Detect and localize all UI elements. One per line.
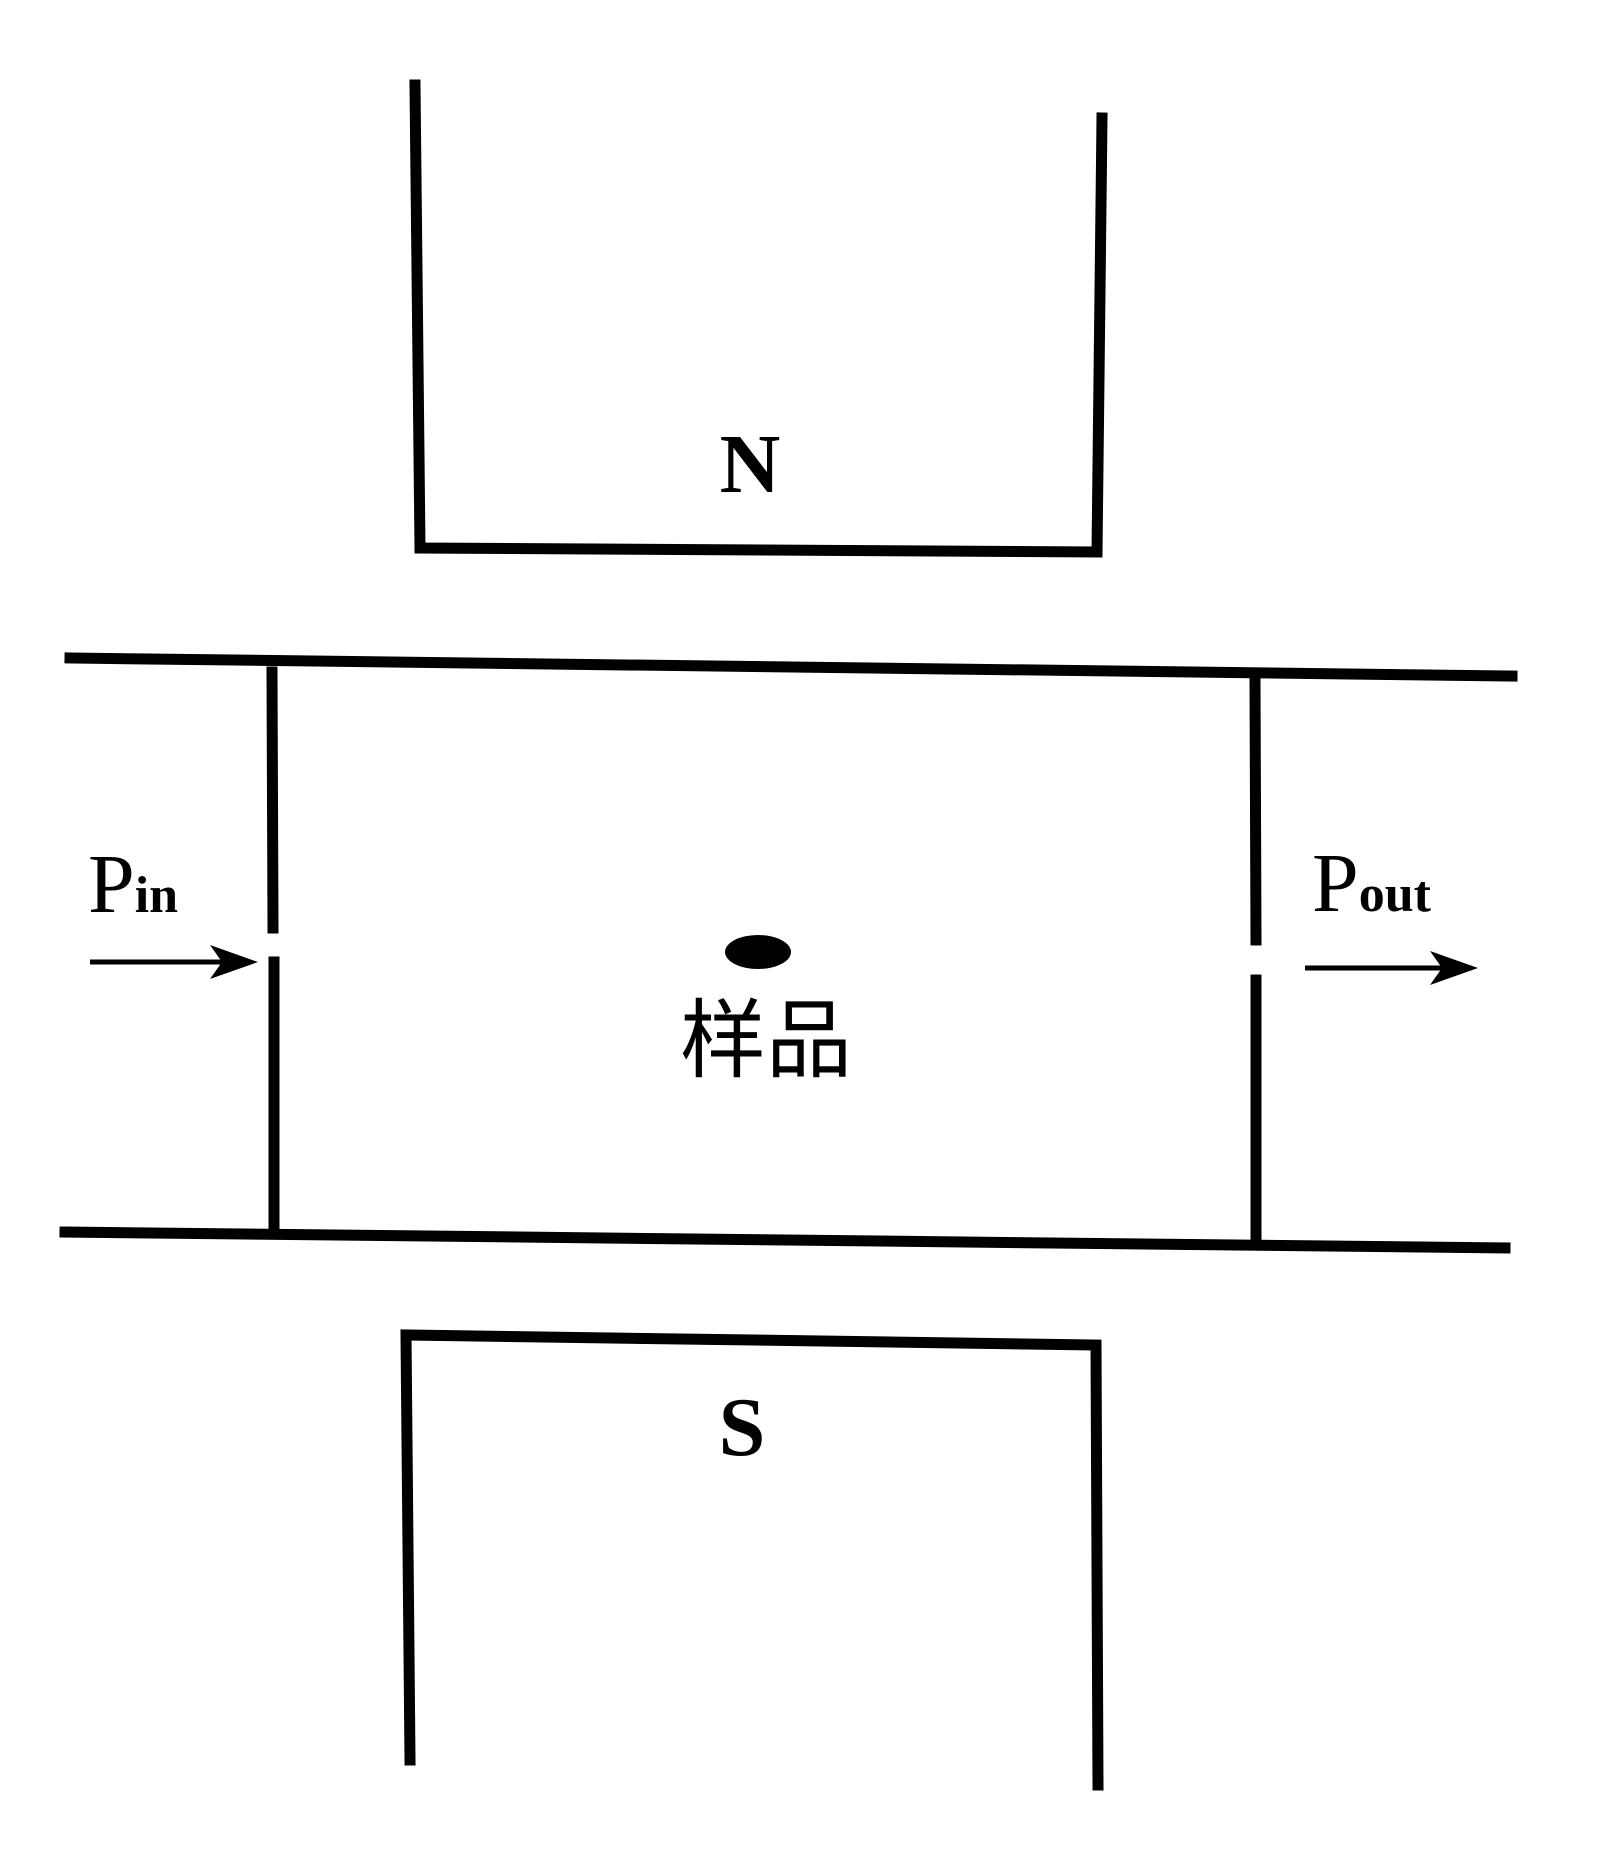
input-power-sub: in bbox=[135, 867, 178, 924]
sample-label: 样品 bbox=[680, 991, 852, 1091]
output-power-label: Pout bbox=[1312, 837, 1432, 930]
input-power-main: P bbox=[88, 838, 135, 931]
output-power-sub: out bbox=[1359, 866, 1432, 923]
south-pole-piece: S bbox=[400, 1329, 1104, 1791]
south-pole-label: S bbox=[719, 1381, 766, 1474]
output-power: Pout bbox=[1305, 837, 1478, 985]
cavity-left-iris bbox=[266, 666, 280, 1234]
sample-dot bbox=[725, 935, 791, 969]
waveguide bbox=[59, 652, 1518, 1254]
sample: 样品 bbox=[680, 935, 852, 1091]
north-pole-label: N bbox=[720, 418, 781, 511]
cavity-right-iris bbox=[1249, 674, 1262, 1246]
input-power-label: Pin bbox=[88, 838, 178, 931]
waveguide-top-wall bbox=[64, 652, 1518, 682]
output-arrow-icon bbox=[1305, 951, 1478, 985]
input-power: Pin bbox=[88, 838, 258, 979]
north-pole-piece: N bbox=[409, 79, 1108, 558]
input-arrow-icon bbox=[90, 945, 258, 979]
output-power-main: P bbox=[1312, 837, 1359, 930]
waveguide-bottom-wall bbox=[59, 1226, 1511, 1254]
